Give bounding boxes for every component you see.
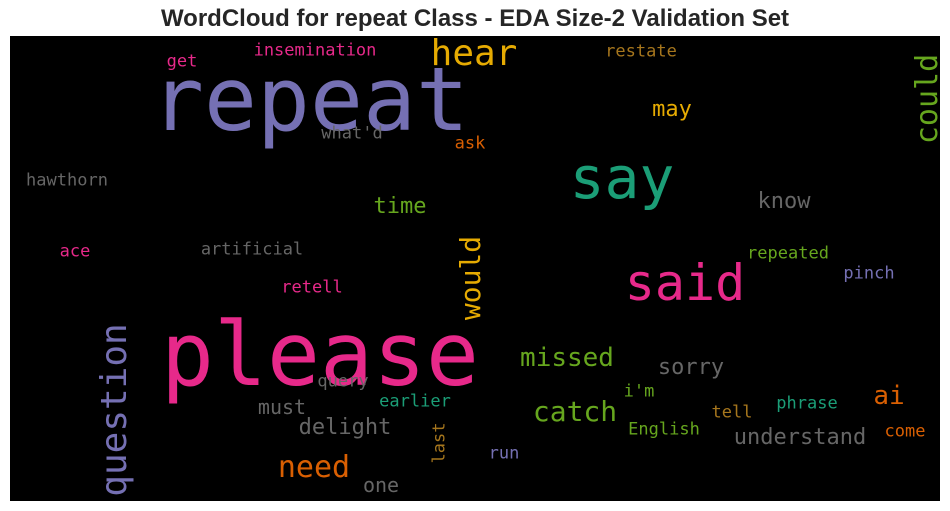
word-last: last [429, 422, 450, 464]
word-repeat: repeat [151, 48, 469, 151]
word-said: said [624, 254, 746, 312]
chart-title: WordCloud for repeat Class - EDA Size-2 … [160, 5, 790, 32]
wordcloud-canvas: repeat please say said hear question could need… [10, 36, 940, 501]
word-retell: retell [281, 277, 343, 298]
word-may: may [652, 97, 692, 122]
word-must: must [257, 395, 307, 419]
word-missed: missed [520, 343, 614, 373]
word-ask: ask [454, 133, 486, 154]
word-need: need [277, 450, 351, 485]
word-please: please [161, 303, 479, 406]
word-artificial: artificial [200, 239, 304, 260]
word-hear: hear [430, 36, 518, 74]
word-say: say [569, 144, 675, 212]
word-time: time [373, 194, 427, 219]
word-query: query [317, 371, 369, 392]
word-run: run [488, 443, 520, 464]
word-catch: catch [532, 395, 618, 428]
word-ai: ai [873, 381, 905, 411]
word-delight: delight [298, 415, 392, 440]
word-english: English [628, 419, 700, 440]
word-what-d: what'd [321, 123, 383, 144]
word-know: know [757, 189, 811, 214]
word-get: get [166, 51, 198, 72]
word-repeated: repeated [747, 243, 829, 264]
word-understand: understand [733, 425, 867, 450]
word-earlier: earlier [379, 391, 451, 412]
word-tell: tell [711, 402, 753, 423]
word-phrase: phrase [776, 393, 838, 414]
word-one: one [362, 473, 400, 497]
word-could: could [910, 53, 940, 145]
word-i-m: i'm [623, 381, 655, 402]
word-would: would [454, 235, 487, 321]
word-sorry: sorry [657, 355, 725, 380]
word-restate: restate [605, 41, 677, 62]
word-hawthorn: hawthorn [26, 170, 108, 191]
word-pinch: pinch [843, 263, 895, 284]
word-question: question [94, 323, 135, 497]
word-insemination: insemination [253, 40, 377, 61]
word-come: come [884, 421, 926, 442]
word-ace: ace [59, 241, 91, 262]
